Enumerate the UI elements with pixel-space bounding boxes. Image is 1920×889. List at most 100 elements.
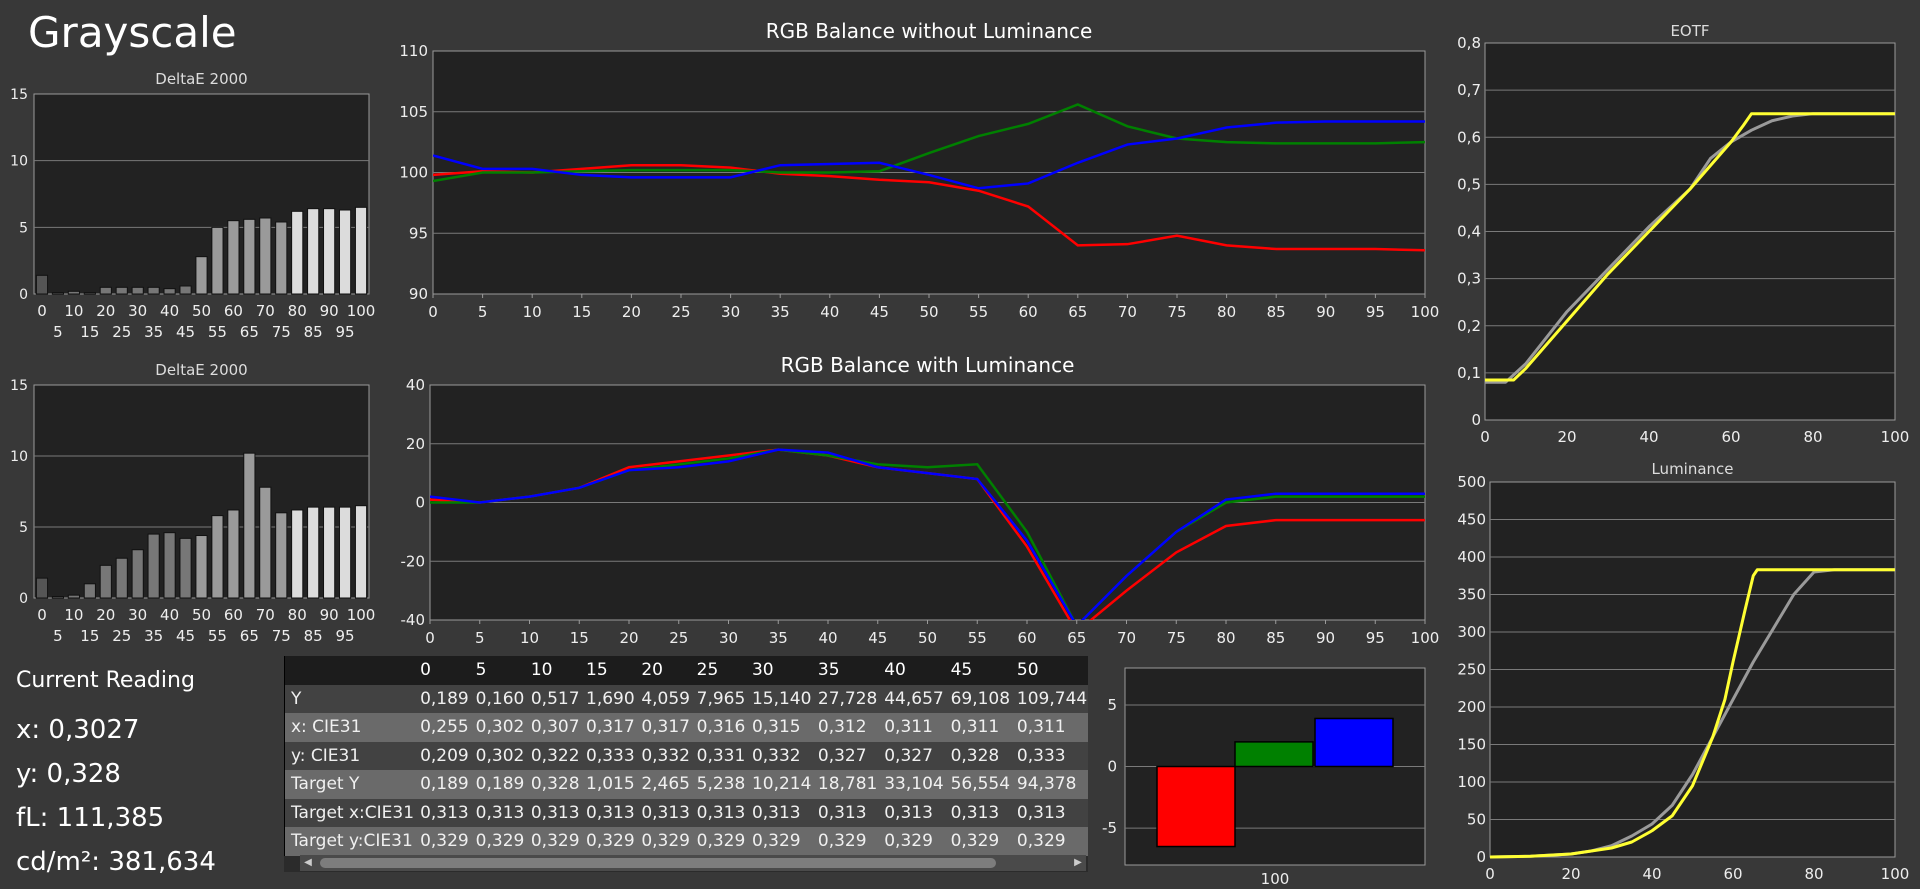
y-tick-label: 0	[19, 591, 28, 607]
table-row-label: x: CIE31	[284, 713, 415, 742]
table-row-label: Target x:CIE31	[284, 798, 415, 827]
table-cell: 0,311	[944, 713, 1011, 742]
y-tick-label: -40	[401, 611, 426, 629]
rgb-bar-red	[1156, 765, 1236, 848]
page-title: Grayscale	[28, 8, 237, 57]
table-row[interactable]: y: CIE31 0,209 0,302 0,322 0,333 0,332 0,331 0,…	[284, 741, 1088, 770]
delta-e-bar	[307, 506, 320, 599]
delta-e-bar	[51, 292, 65, 295]
x-tick-label: 25	[112, 627, 131, 645]
table-cell: 0,327	[811, 741, 879, 770]
y-tick-label: 50	[1467, 811, 1486, 829]
table-column-header[interactable]: 15	[580, 656, 636, 685]
y-tick-label: 20	[406, 435, 425, 453]
scroll-right-icon[interactable]: ▶	[1074, 857, 1082, 868]
delta-e-bar	[338, 506, 352, 599]
table-cell: 0,315	[745, 713, 812, 742]
delta-e-bar	[227, 509, 240, 599]
x-tick-label: 35	[144, 323, 163, 341]
delta-e-bar	[227, 220, 240, 295]
y-tick-label: 0,5	[1457, 175, 1481, 193]
table-column-header[interactable]: 0	[414, 656, 470, 685]
x-tick-label: 30	[721, 303, 740, 321]
scroll-thumb[interactable]	[320, 858, 996, 868]
x-tick-label: 35	[771, 303, 790, 321]
table-cell: 44,657	[878, 684, 945, 713]
table-cell: 0,331	[690, 741, 746, 770]
y-tick-label: 450	[1457, 511, 1486, 529]
table-cell: 0,189	[414, 770, 470, 799]
measurement-table[interactable]: 0 5 10 15 20 25 30 35 40 45 50 Y 0,189 0,160 0,517 1,69…	[284, 656, 1088, 872]
table-cell: 0,322	[524, 741, 581, 770]
current-reading-panel: Current Reading x: 0,3027 y: 0,328 fL: 1…	[16, 668, 276, 884]
plot-area	[1124, 667, 1426, 866]
reading-cdm2-value: 381,634	[108, 847, 216, 877]
delta-e-bar	[291, 509, 304, 599]
table-column-header[interactable]: 25	[690, 656, 746, 685]
y-tick-label: 15	[10, 87, 28, 103]
row-selector[interactable]	[284, 713, 285, 742]
x-tick-label: 0	[1480, 428, 1490, 446]
table-cell: 0,327	[878, 741, 945, 770]
table-cell: 2,465	[635, 770, 691, 799]
y-tick-label: 200	[1457, 698, 1486, 716]
table-cell: 0,209	[414, 741, 470, 770]
row-selector[interactable]	[284, 827, 285, 856]
table-cell: 0,313	[414, 798, 470, 827]
x-tick-label: 5	[53, 627, 63, 645]
table-cell: 0,313	[1010, 798, 1088, 827]
delta-e-bar	[259, 486, 272, 599]
table-column-header[interactable]: 40	[878, 656, 945, 685]
table-cell: 0,313	[811, 798, 879, 827]
x-tick-label: 60	[1721, 428, 1740, 446]
plot-area	[1489, 481, 1896, 858]
delta-e-bar	[211, 226, 224, 295]
table-cell: 0,328	[944, 741, 1011, 770]
row-selector[interactable]	[284, 770, 285, 799]
y-tick-label: 5	[1107, 696, 1117, 714]
y-tick-label: 5	[19, 520, 28, 536]
plot-area	[1484, 42, 1896, 421]
table-column-header[interactable]: 20	[635, 656, 691, 685]
table-column-header[interactable]: 30	[745, 656, 812, 685]
table-row-label: Y	[284, 684, 415, 713]
delta-e-bar	[338, 209, 352, 295]
table-column-header[interactable]: 35	[811, 656, 879, 685]
series-line-gray	[1489, 568, 1895, 859]
table-column-header[interactable]: 50	[1010, 656, 1088, 685]
table-horizontal-scrollbar[interactable]: ◀ ▶	[300, 855, 1086, 871]
table-cell: 4,059	[635, 684, 691, 713]
table-row[interactable]: x: CIE31 0,255 0,302 0,307 0,317 0,317 0,316 0,…	[284, 713, 1088, 742]
reading-cdm2-label: cd/m²:	[16, 847, 109, 877]
delta-e-bar	[83, 583, 96, 599]
x-tick-label: 15	[80, 627, 99, 645]
table-row[interactable]: Target y:CIE31 0,329 0,329 0,329 0,329 0,329 0…	[284, 827, 1088, 856]
x-tick-label: 50	[192, 302, 211, 320]
table-cell: 0,160	[469, 684, 525, 713]
delta-e-bar	[243, 452, 256, 599]
delta-e-bar	[131, 549, 144, 599]
table-cell: 0,313	[469, 798, 525, 827]
x-tick-label: 50	[918, 629, 937, 647]
x-tick-label: 85	[304, 323, 323, 341]
table-column-header[interactable]: 5	[469, 656, 525, 685]
table-column-header[interactable]: 10	[524, 656, 581, 685]
y-tick-label: 100	[1457, 773, 1486, 791]
x-tick-label: 75	[272, 627, 291, 645]
x-tick-label: 60	[224, 302, 243, 320]
row-selector[interactable]	[284, 798, 285, 827]
table-column-header[interactable]: 45	[944, 656, 1011, 685]
table-row[interactable]: Target x:CIE31 0,313 0,313 0,313 0,313 0,313 0…	[284, 798, 1088, 827]
table-row[interactable]: Target Y 0,189 0,189 0,328 1,015 2,465 5,238 10…	[284, 770, 1088, 799]
delta-e-bar	[275, 512, 288, 599]
series-line-yellow	[1489, 568, 1895, 859]
table-row[interactable]: Y 0,189 0,160 0,517 1,690 4,059 7,965 15,140 27,…	[284, 684, 1088, 713]
x-tick-label: 40	[1642, 865, 1661, 883]
x-tick-label: 80	[288, 302, 307, 320]
delta-e-bar	[115, 557, 128, 599]
row-selector[interactable]	[284, 741, 285, 770]
scroll-left-icon[interactable]: ◀	[304, 857, 312, 868]
delta-e-bar	[67, 290, 80, 295]
row-selector[interactable]	[284, 684, 285, 713]
delta-e-bar	[354, 206, 368, 295]
